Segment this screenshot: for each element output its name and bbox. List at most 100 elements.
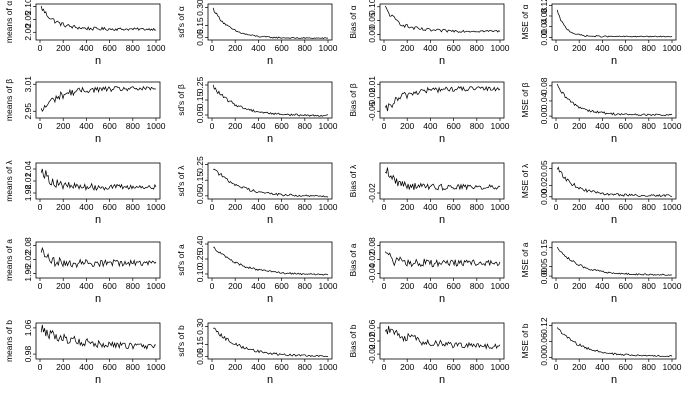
x-tick-label: 200 [400, 362, 414, 372]
x-tick-label: 0 [554, 43, 559, 53]
x-tick-label: 0 [382, 121, 387, 131]
series-line [384, 167, 501, 191]
x-axis-label: n [267, 374, 273, 386]
x-tick-label: 400 [423, 362, 437, 372]
x-tick-label: 1000 [319, 281, 338, 291]
x-axis-label: n [267, 133, 273, 145]
x-tick-label: 400 [423, 121, 437, 131]
y-tick-label: -0.02 [367, 344, 377, 364]
series-line [384, 5, 501, 33]
y-axis-label: MSE of a [520, 242, 530, 277]
y-tick-label: 1.06 [23, 319, 33, 336]
x-tick-label: 1000 [319, 121, 338, 131]
x-tick-label: 1000 [491, 121, 510, 131]
y-tick-label: 0.05 [195, 106, 205, 123]
x-tick-label: 0 [382, 202, 387, 212]
y-tick-label: 0.05 [367, 12, 377, 29]
y-tick-label: 0.05 [195, 348, 205, 365]
x-tick-label: 600 [619, 121, 633, 131]
y-tick-label: 0.01 [367, 76, 377, 93]
y-axis-label: Bias of b [348, 324, 358, 357]
x-tick-label: 200 [400, 281, 414, 291]
series-line [556, 327, 673, 358]
x-tick-label: 1000 [491, 43, 510, 53]
y-tick-label: 2.95 [23, 103, 33, 120]
y-axis-label: means of a [4, 239, 14, 281]
panel-sds-a: 0 200 400 600 800 1000 n 0.100.250.40 sd's of a [176, 235, 338, 305]
y-axis-label: means of α [4, 1, 14, 43]
panel-mse-b: 0 200 400 600 800 1000 n 0.000.060.12 MSE of b [520, 317, 682, 386]
x-tick-label: 600 [619, 281, 633, 291]
plot-frame [551, 241, 677, 279]
series-line [212, 7, 329, 40]
y-tick-label: -0.05 [367, 101, 377, 121]
panel-bias-a: 0 200 400 600 800 1000 n -0.040.020.08 Bias of a [348, 237, 510, 305]
x-tick-label: 400 [251, 362, 265, 372]
x-tick-label: 0 [382, 362, 387, 372]
series-line [213, 168, 329, 198]
x-tick-label: 1000 [663, 281, 682, 291]
x-tick-label: 0 [210, 362, 215, 372]
y-tick-label: 0.00 [539, 29, 549, 46]
x-axis-label: n [439, 133, 445, 145]
x-tick-label: 200 [56, 202, 70, 212]
x-tick-label: 1000 [491, 281, 510, 291]
plot-frame [551, 162, 677, 200]
x-tick-label: 800 [642, 362, 656, 372]
series-line [556, 83, 673, 117]
x-tick-label: 200 [56, 281, 70, 291]
plot-frame [551, 81, 677, 119]
y-axis-label: Bias of α [348, 5, 358, 38]
x-tick-label: 1000 [319, 362, 338, 372]
y-tick-label: 0.04 [539, 18, 549, 35]
x-tick-label: 0 [554, 281, 559, 291]
x-tick-label: 1000 [147, 281, 166, 291]
x-tick-label: 0 [382, 281, 387, 291]
x-tick-label: 0 [554, 202, 559, 212]
x-axis-label: n [95, 133, 101, 145]
x-tick-label: 200 [572, 281, 586, 291]
x-tick-label: 600 [275, 362, 289, 372]
y-tick-label: 0.25 [195, 156, 205, 173]
y-tick-label: 2.10 [23, 0, 33, 15]
x-tick-label: 600 [103, 202, 117, 212]
y-tick-label: 0.02 [367, 251, 377, 268]
y-tick-label: 2.04 [23, 160, 33, 177]
x-axis-label: n [95, 374, 101, 386]
x-axis-label: n [611, 374, 617, 386]
y-axis-label: Bias of λ [348, 164, 358, 197]
series-line [40, 5, 157, 32]
y-tick-label: 0.02 [367, 332, 377, 349]
y-tick-label: 0.12 [539, 0, 549, 14]
y-axis-label: sd's of λ [176, 165, 186, 197]
y-tick-label: 0.12 [539, 317, 549, 334]
x-tick-label: 800 [470, 43, 484, 53]
x-tick-label: 200 [56, 121, 70, 131]
plot-frame [379, 162, 505, 200]
x-tick-label: 600 [447, 43, 461, 53]
y-tick-label: 2.08 [23, 237, 33, 254]
y-axis-label: MSE of α [520, 4, 530, 39]
x-tick-label: 0 [38, 202, 43, 212]
x-tick-label: 400 [595, 202, 609, 212]
plot-frame [379, 3, 505, 41]
x-tick-label: 800 [642, 43, 656, 53]
x-tick-label: 400 [595, 362, 609, 372]
y-tick-label: 0.25 [195, 76, 205, 93]
y-tick-label: 0.06 [539, 333, 549, 350]
panel-mse-alpha: 0 200 400 600 800 1000 n 0.000.040.080.12 MSE of… [520, 0, 682, 67]
x-tick-label: 1000 [491, 202, 510, 212]
x-tick-label: 0 [38, 362, 43, 372]
x-tick-label: 600 [447, 281, 461, 291]
x-tick-label: 1000 [663, 202, 682, 212]
y-tick-label: 0.02 [539, 177, 549, 194]
y-tick-label: 0.25 [195, 250, 205, 267]
x-tick-label: 800 [298, 362, 312, 372]
x-tick-label: 0 [382, 43, 387, 53]
plot-frame [207, 3, 333, 41]
x-tick-label: 800 [470, 121, 484, 131]
x-tick-label: 600 [275, 43, 289, 53]
x-tick-label: 600 [275, 121, 289, 131]
x-tick-label: 1000 [491, 362, 510, 372]
x-tick-label: 800 [126, 362, 140, 372]
